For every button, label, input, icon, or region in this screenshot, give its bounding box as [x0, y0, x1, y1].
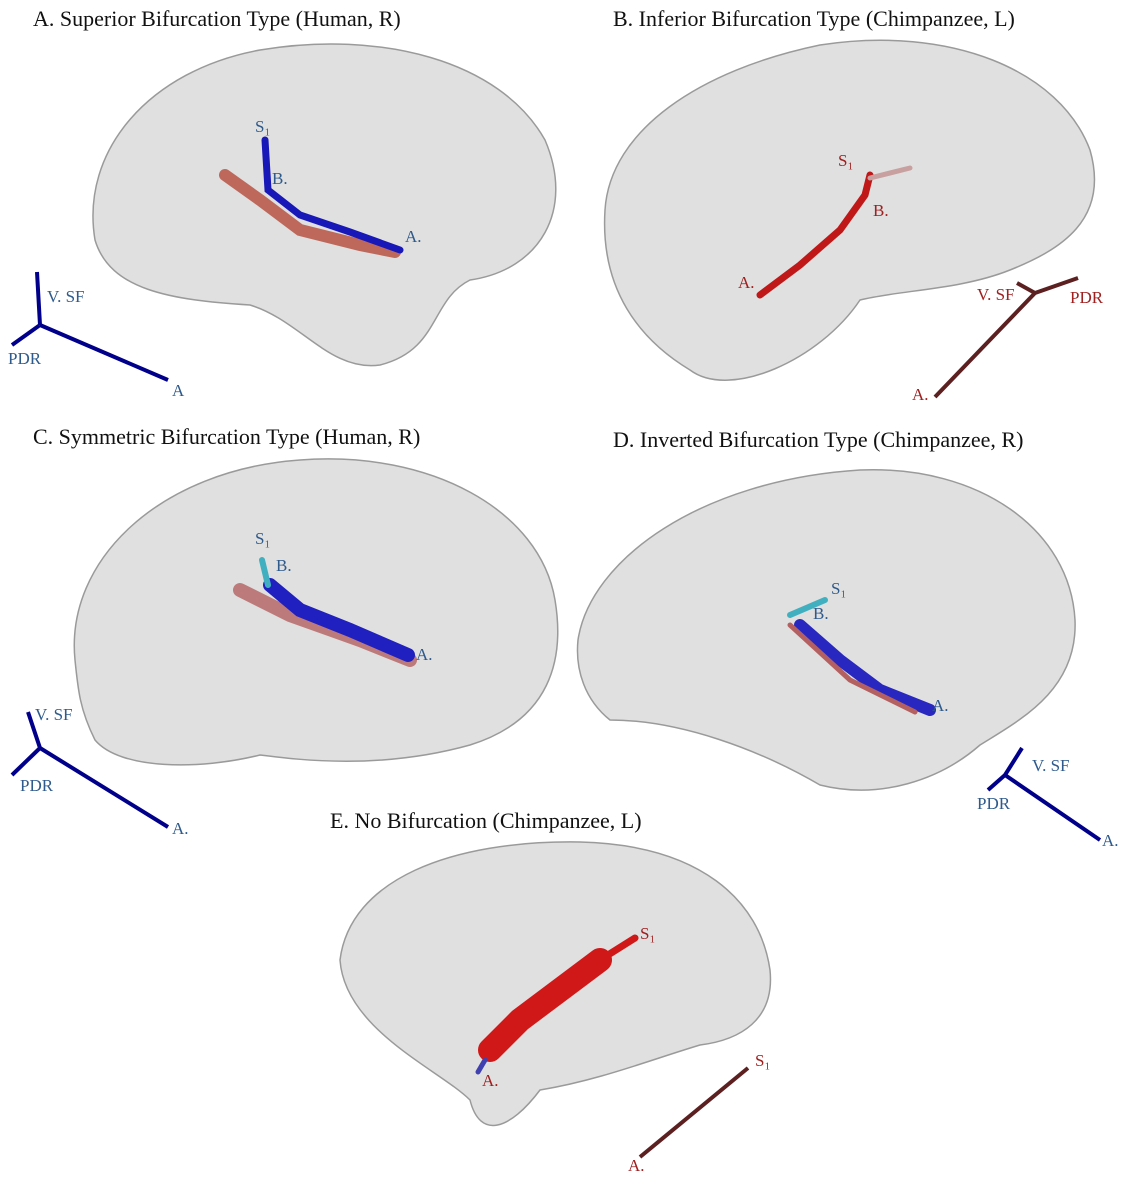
- panel-title: C. Symmetric Bifurcation Type (Human, R): [33, 424, 513, 450]
- orientation-label: V. SF: [977, 285, 1015, 304]
- orientation-label: PDR: [1070, 288, 1104, 307]
- brain-label: S₁: [640, 924, 655, 943]
- brain-label: S₁: [255, 529, 270, 548]
- orientation-label: A.: [172, 819, 189, 838]
- brain-label: B.: [813, 604, 829, 623]
- orientation-label: S₁: [755, 1051, 770, 1070]
- brain-label: S₁: [255, 117, 270, 136]
- orientation-label: PDR: [8, 349, 42, 368]
- orientation-label: V. SF: [47, 287, 85, 306]
- brain-label: B.: [272, 169, 288, 188]
- orientation-label: A.: [912, 385, 929, 404]
- panel-title: D. Inverted Bifurcation Type (Chimpanzee…: [613, 427, 1113, 453]
- panel-title: B. Inferior Bifurcation Type (Chimpanzee…: [613, 6, 1073, 32]
- orientation-label: A.: [1102, 831, 1119, 850]
- orientation-label: V. SF: [1032, 756, 1070, 775]
- orientation-label: PDR: [977, 794, 1011, 813]
- orientation-label: A: [172, 381, 185, 400]
- figure: S₁B.A.V. SFPDRAS₁B.A.V. SFPDRA.S₁B.A.V. …: [0, 0, 1125, 1178]
- brain-label: S₁: [831, 579, 846, 598]
- brain-label: B.: [276, 556, 292, 575]
- brain: [577, 470, 1075, 790]
- brain: [93, 44, 556, 366]
- brain-label: A.: [405, 227, 422, 246]
- brain-label: A.: [932, 696, 949, 715]
- brain-label: A.: [482, 1071, 499, 1090]
- brain-label: B.: [873, 201, 889, 220]
- brain: [605, 40, 1095, 380]
- orientation-label: PDR: [20, 776, 54, 795]
- panel-title: E. No Bifurcation (Chimpanzee, L): [330, 808, 750, 834]
- panel-title: A. Superior Bifurcation Type (Human, R): [33, 6, 513, 32]
- brain-label: A.: [738, 273, 755, 292]
- axis-lines: [640, 1068, 748, 1157]
- brain-label: S₁: [838, 151, 853, 170]
- figure-graphics: S₁B.A.V. SFPDRAS₁B.A.V. SFPDRA.S₁B.A.V. …: [0, 0, 1125, 1178]
- orientation-label: A.: [628, 1156, 645, 1175]
- orientation-label: V. SF: [35, 705, 73, 724]
- brain-label: A.: [416, 645, 433, 664]
